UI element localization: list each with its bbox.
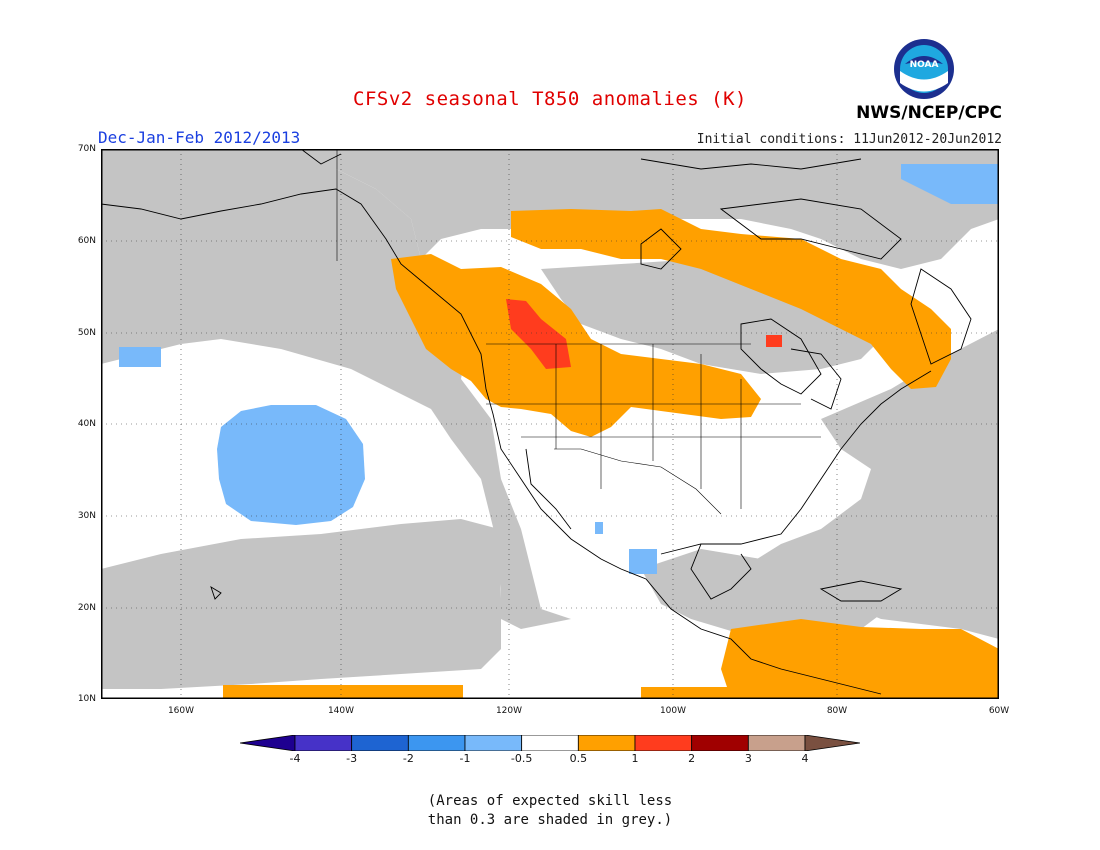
- skill-note: (Areas of expected skill less than 0.3 a…: [0, 792, 1100, 830]
- grey-north-pacific: [101, 149, 571, 629]
- colorbar-cell-min: [240, 735, 296, 751]
- orange-canada-north: [511, 209, 951, 389]
- logo-text: NOAA: [910, 60, 939, 70]
- lat-label-70n: 70N: [77, 144, 96, 154]
- lat-label-40n: 40N: [77, 419, 96, 429]
- lat-label-10n: 10N: [77, 694, 96, 704]
- colorbar-tick-label: -1: [459, 752, 471, 765]
- colorbar-tick-label: 3: [744, 752, 752, 765]
- colorbar-tick-label: -4: [289, 752, 301, 765]
- skill-note-line2: than 0.3 are shaded in grey.): [427, 812, 673, 828]
- anomaly-map: [101, 149, 999, 699]
- political-borders: [336, 149, 821, 515]
- colorbar-cell: [407, 735, 466, 751]
- lat-label-30n: 30N: [77, 511, 96, 521]
- skill-note-line1: (Areas of expected skill less: [427, 793, 673, 809]
- strong-warm-regions: [506, 299, 782, 369]
- cool-anomaly-regions: [119, 164, 999, 574]
- colorbar-tick-label: -3: [346, 752, 358, 765]
- grey-canada-north: [336, 149, 999, 269]
- colorbar-tick-label: -0.5: [510, 752, 533, 765]
- map-title: CFSv2 seasonal T850 anomalies (K): [353, 88, 747, 110]
- lon-label-60w: 60W: [988, 706, 1010, 716]
- blue-arctic-patch: [901, 164, 999, 204]
- noaa-logo: NOAA: [894, 39, 954, 99]
- grey-gulf-caribbean: [641, 549, 881, 634]
- lon-label-100w: 100W: [659, 706, 687, 716]
- blue-pacific-blob: [217, 405, 365, 525]
- colorbar: [240, 735, 860, 751]
- colorbar-cell: [294, 735, 353, 751]
- colorbar-tick-label: 2: [688, 752, 696, 765]
- blue-aleutian-patch: [119, 347, 161, 367]
- low-skill-regions: [101, 149, 999, 689]
- lon-label-140w: 140W: [327, 706, 355, 716]
- organization-label: NWS/NCEP/CPC: [856, 103, 1002, 123]
- blue-mexico-patch-2: [595, 522, 603, 534]
- orange-tropical-band: [223, 685, 463, 699]
- colorbar-tick-label: 1: [631, 752, 639, 765]
- colorbar-cell: [351, 735, 409, 751]
- season-label: Dec-Jan-Feb 2012/2013: [98, 128, 301, 147]
- colorbar-tick-label: 4: [801, 752, 809, 765]
- colorbar-tick-label: -2: [402, 752, 414, 765]
- grey-atlantic: [741, 329, 999, 639]
- lat-label-50n: 50N: [77, 328, 96, 338]
- grey-pacific-lower: [101, 519, 501, 689]
- coastlines: [101, 149, 972, 695]
- graticule: [101, 149, 999, 699]
- lon-label-120w: 120W: [495, 706, 523, 716]
- warm-anomaly-regions: [223, 209, 999, 699]
- colorbar-cell: [691, 735, 749, 751]
- lat-label-60n: 60N: [77, 236, 96, 246]
- colorbar-cell: [521, 735, 579, 751]
- orange-east-tropical: [721, 619, 999, 699]
- map-frame: [101, 149, 999, 699]
- lat-label-20n: 20N: [77, 603, 96, 613]
- colorbar-cell: [577, 735, 636, 751]
- lon-label-160w: 160W: [167, 706, 195, 716]
- red-great-lakes-patch: [766, 335, 782, 347]
- colorbar-cell: [747, 735, 806, 751]
- colorbar-cell: [464, 735, 523, 751]
- orange-tropical-band-2: [641, 687, 731, 699]
- lon-label-80w: 80W: [826, 706, 848, 716]
- initial-conditions-label: Initial conditions: 11Jun2012-20Jun2012: [696, 132, 1002, 147]
- orange-northwest: [391, 254, 761, 437]
- blue-mexico-patch: [629, 549, 657, 574]
- colorbar-cell-max: [804, 735, 860, 751]
- colorbar-tick-label: 0.5: [569, 752, 588, 765]
- red-rockies-patch: [506, 299, 571, 369]
- colorbar-cell: [634, 735, 693, 751]
